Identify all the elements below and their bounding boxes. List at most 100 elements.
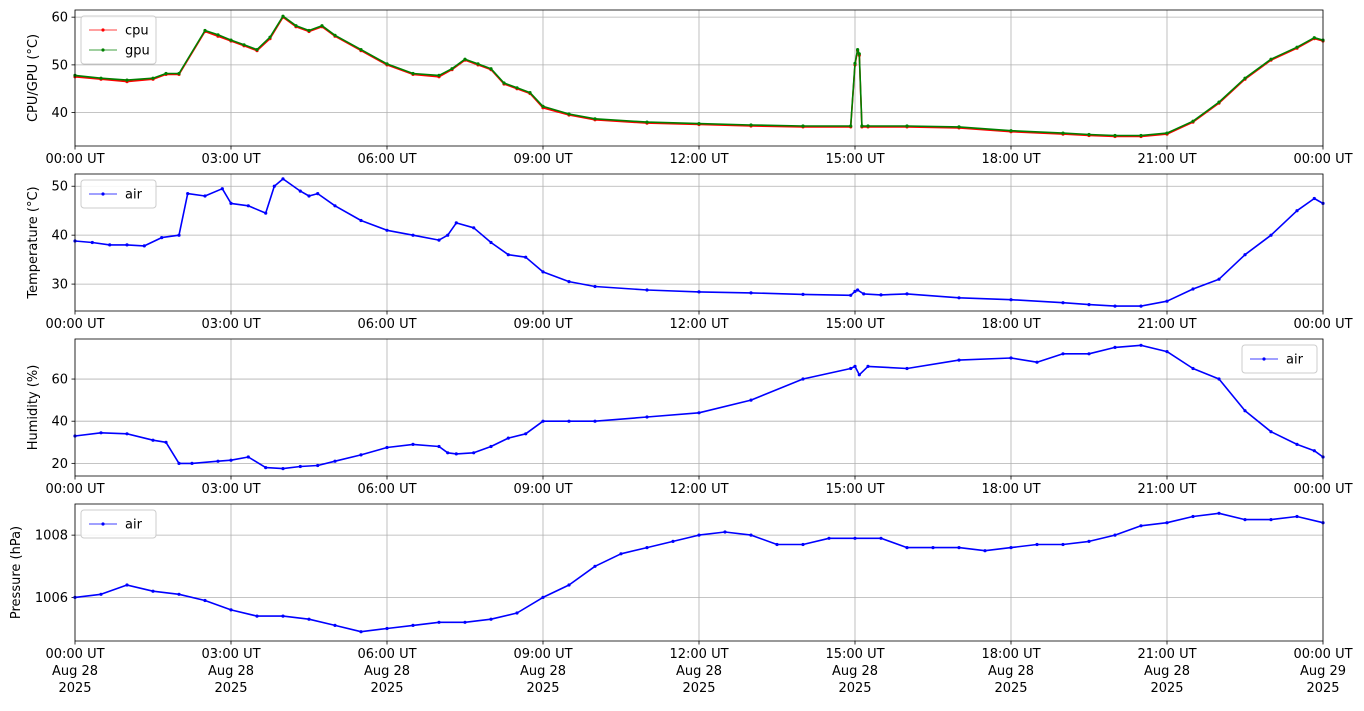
x-tick-label: 00:00 UT: [45, 647, 104, 662]
data-point-air: [931, 546, 935, 550]
x-tick-label: 18:00 UT: [981, 317, 1040, 332]
data-point-air: [749, 398, 753, 402]
data-point-air: [316, 463, 320, 468]
data-point-gpu: [437, 73, 441, 77]
x-tick-label: 00:00 UT: [45, 152, 104, 167]
data-point-air: [307, 617, 311, 621]
data-point-air: [749, 533, 753, 537]
data-point-air: [385, 228, 389, 232]
data-point-air: [957, 546, 961, 550]
data-point-gpu: [856, 48, 860, 52]
data-point-air: [1087, 352, 1091, 356]
data-point-air: [454, 452, 458, 456]
data-point-gpu: [151, 76, 155, 80]
data-point-air: [1009, 546, 1013, 550]
data-point-air: [1087, 539, 1091, 544]
legend: air: [80, 509, 157, 539]
data-point-air: [862, 292, 866, 296]
x-tick-label: 00:00 UT: [1293, 647, 1352, 662]
data-point-air: [524, 432, 528, 436]
data-point-air: [619, 552, 623, 556]
x-tick-label: 15:00 UT: [825, 647, 884, 662]
data-point-gpu: [541, 104, 545, 108]
data-point-gpu: [1312, 36, 1316, 40]
data-point-air: [749, 291, 753, 295]
x-tick-year: 2025: [370, 681, 403, 696]
data-point-air: [1087, 303, 1091, 307]
data-point-air: [99, 592, 103, 596]
y-tick-label: 60: [51, 373, 68, 388]
x-tick-year: 2025: [838, 681, 871, 696]
legend-marker-cpu: [101, 28, 105, 32]
x-tick-date: Aug 28: [1144, 664, 1190, 679]
data-point-air: [853, 289, 857, 293]
x-tick-date: Aug 28: [520, 664, 566, 679]
data-point-gpu: [463, 57, 467, 61]
x-tick-label: 18:00 UT: [981, 152, 1040, 167]
data-point-air: [1009, 356, 1013, 360]
data-point-air: [775, 542, 779, 547]
data-point-gpu: [294, 24, 298, 28]
data-point-air: [446, 233, 450, 237]
data-point-air: [385, 626, 389, 631]
panel-3: 00:00 UT 03:00 UT 06:00 UT 09:00 UT 12:00 UT…: [26, 338, 1353, 497]
data-point-air: [298, 189, 302, 193]
data-point-air: [541, 419, 545, 423]
data-point-air: [489, 444, 493, 449]
data-point-air: [1165, 521, 1169, 525]
x-tick-label: 09:00 UT: [513, 152, 572, 167]
y-tick-label: 40: [51, 229, 68, 244]
data-point-gpu: [1139, 133, 1143, 138]
data-point-air: [333, 204, 337, 208]
x-tick-year: 2025: [58, 681, 91, 696]
data-point-air: [671, 539, 675, 544]
x-tick-label: 03:00 UT: [201, 152, 260, 167]
x-tick-label: 06:00 UT: [357, 152, 416, 167]
data-point-gpu: [229, 38, 233, 42]
y-tick-label: 1008: [35, 529, 68, 544]
data-point-air: [506, 253, 510, 257]
data-point-air: [125, 243, 129, 247]
data-point-gpu: [1295, 45, 1299, 49]
data-point-gpu: [268, 35, 272, 39]
data-point-gpu: [125, 78, 129, 82]
data-point-air: [853, 536, 857, 540]
data-point-gpu: [1165, 131, 1169, 135]
y-axis-label: Temperature (°C): [26, 186, 41, 299]
panel-4: 00:00 UT Aug 28 2025 03:00 UT Aug 28 2025 06:0…: [9, 503, 1353, 696]
data-point-air: [905, 292, 909, 296]
data-point-air: [593, 564, 597, 568]
data-point-air: [229, 201, 233, 205]
data-point-air: [333, 459, 337, 463]
data-point-air: [567, 583, 571, 587]
data-point-air: [359, 630, 363, 634]
x-tick-date: Aug 28: [988, 664, 1034, 679]
x-tick-year: 2025: [526, 681, 559, 696]
x-tick-label: 12:00 UT: [669, 317, 728, 332]
data-point-air: [857, 373, 861, 377]
data-point-air: [281, 177, 285, 181]
data-point-air: [515, 611, 519, 615]
legend-marker-air: [101, 522, 105, 526]
data-point-gpu: [905, 124, 909, 128]
data-point-air: [801, 377, 805, 381]
data-point-air: [866, 364, 870, 368]
data-point-air: [849, 293, 853, 297]
x-tick-label: 12:00 UT: [669, 482, 728, 497]
data-point-air: [645, 415, 649, 419]
axes-frame: [74, 9, 1324, 147]
x-tick-label: 18:00 UT: [981, 647, 1040, 662]
x-tick-date: Aug 28: [676, 664, 722, 679]
x-tick-label: 21:00 UT: [1137, 482, 1196, 497]
data-point-air: [983, 549, 987, 553]
data-point-gpu: [489, 67, 493, 71]
data-point-air: [125, 583, 129, 587]
data-point-gpu: [1061, 131, 1065, 135]
data-point-air: [1139, 343, 1143, 347]
data-point-air: [437, 444, 441, 449]
data-point-air: [1035, 360, 1039, 364]
data-point-air: [264, 211, 268, 215]
data-point-air: [151, 438, 155, 442]
data-point-gpu: [307, 28, 311, 33]
data-point-gpu: [99, 76, 103, 80]
